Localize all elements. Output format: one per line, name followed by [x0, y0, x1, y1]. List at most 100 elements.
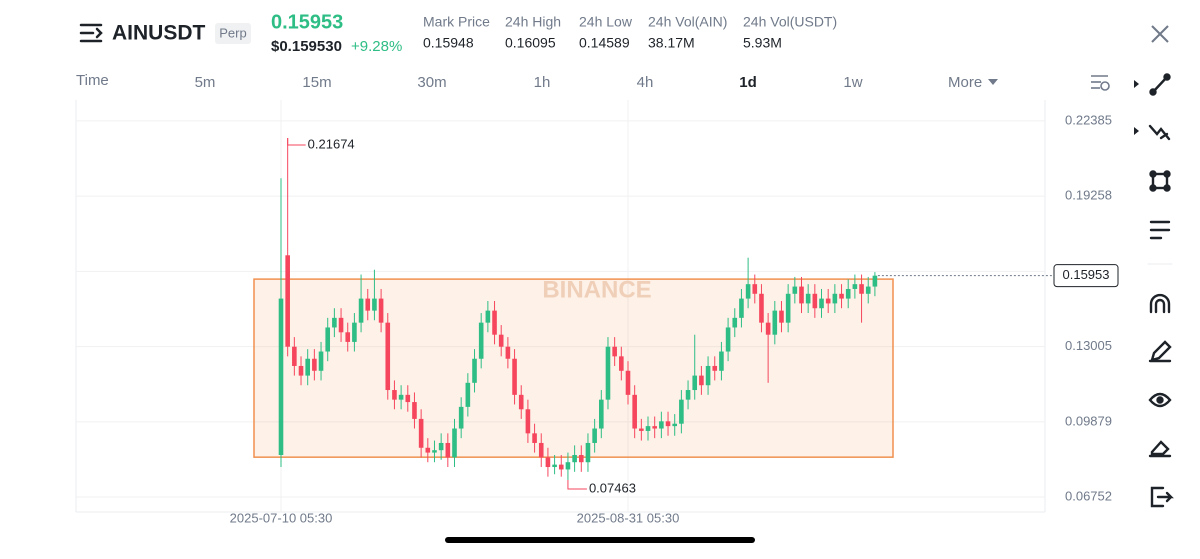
candle-body: [792, 286, 798, 294]
x-tick-label: 2025-07-10 05:30: [230, 510, 333, 525]
candle-body: [699, 375, 704, 386]
close-button[interactable]: [1151, 25, 1169, 43]
candle-body: [685, 390, 691, 400]
expand-arrow: [1134, 80, 1139, 88]
candle-body: [679, 399, 684, 424]
pen-tool[interactable]: [1148, 340, 1172, 363]
candle-body: [425, 447, 431, 453]
last-price-box: [1053, 264, 1119, 288]
candle-body: [752, 284, 758, 294]
line-tool[interactable]: [1149, 73, 1171, 96]
candle-body: [485, 310, 491, 323]
symbol[interactable]: AINUSDT: [112, 22, 206, 45]
candle-body: [825, 298, 831, 304]
fib-tool[interactable]: [1148, 124, 1171, 141]
candle-body: [345, 332, 351, 342]
candle-body: [605, 346, 611, 400]
candle-body: [538, 442, 544, 458]
candle-body: [672, 423, 678, 427]
visibility-tool[interactable]: [1148, 392, 1172, 408]
dropdown-arrow: [988, 79, 998, 85]
stat-label: 24h Vol(AIN): [648, 14, 727, 30]
settings-icon[interactable]: [1091, 75, 1110, 91]
interval-tab[interactable]: Time: [76, 72, 109, 89]
y-tick-label: 0.09879: [1065, 413, 1112, 428]
candle-body: [512, 358, 517, 395]
interval-tab[interactable]: 5m: [195, 74, 216, 91]
candle-body: [652, 426, 657, 429]
interval-tab[interactable]: 1h: [534, 74, 551, 91]
stat-label: 24h Vol(USDT): [743, 14, 837, 30]
candle-body: [298, 365, 304, 376]
eraser-tool[interactable]: [1148, 440, 1172, 458]
candle-body: [338, 317, 344, 333]
candle-body: [545, 457, 551, 468]
y-tick-label: 0.22385: [1065, 112, 1112, 127]
candle-body: [472, 358, 477, 383]
candle-body: [692, 375, 698, 391]
menu-icon[interactable]: [79, 23, 103, 43]
pattern-tool[interactable]: [1149, 220, 1171, 240]
stat-label: 24h Low: [579, 14, 633, 30]
y-tick-label: 0.06752: [1065, 488, 1112, 503]
candle-body: [632, 394, 637, 429]
candle-body: [859, 284, 864, 294]
candle-body: [805, 293, 811, 304]
interval-tab[interactable]: 15m: [302, 74, 331, 91]
badge: Perp: [219, 25, 246, 40]
interval-tab[interactable]: 30m: [417, 74, 446, 91]
candle-body: [292, 346, 297, 366]
home-indicator: [445, 537, 755, 543]
candle-body: [305, 358, 310, 376]
candle-body: [445, 442, 451, 458]
candle-body: [498, 334, 504, 347]
min-label: 0.07463: [589, 480, 636, 495]
candle-body: [372, 298, 377, 311]
candle-body: [285, 255, 290, 347]
candle-body: [659, 421, 664, 429]
interval-tab[interactable]: 4h: [637, 74, 654, 91]
last-price-label: 0.15953: [1063, 267, 1110, 282]
candle-body: [785, 293, 791, 323]
candle-body: [505, 346, 511, 359]
candle-body: [759, 293, 764, 323]
candle-body: [318, 351, 324, 371]
stat-value: 38.17M: [648, 35, 695, 51]
y-tick-label: 0.13005: [1065, 338, 1112, 353]
expand-arrow: [1134, 127, 1139, 135]
candle-body: [765, 322, 771, 335]
candle-body: [278, 298, 284, 455]
candle-body: [332, 317, 337, 328]
candle-body: [745, 284, 751, 299]
x-tick-label: 2025-08-31 05:30: [577, 510, 680, 525]
candle-body: [312, 358, 317, 371]
candle-body: [865, 286, 871, 294]
candle-body: [845, 288, 851, 299]
interval-tab[interactable]: More: [948, 74, 982, 91]
shape-tool[interactable]: [1149, 170, 1171, 192]
candle-body: [432, 450, 437, 453]
candle-body: [398, 394, 404, 400]
price-usd: $0.159530: [271, 38, 342, 55]
candle-body: [725, 327, 731, 352]
price: 0.15953: [271, 11, 343, 33]
exit-tool[interactable]: [1150, 486, 1174, 508]
magnet-tool[interactable]: [1149, 293, 1171, 314]
candle-body: [552, 464, 557, 468]
interval-tab[interactable]: 1d: [739, 74, 757, 91]
candle-body: [465, 382, 471, 407]
stat-value: 0.16095: [505, 35, 556, 51]
stat-value: 0.15948: [423, 35, 474, 51]
candle-body: [392, 390, 397, 400]
candle-body: [839, 293, 844, 299]
candle-body: [352, 322, 357, 342]
candle-body: [525, 409, 531, 434]
stat-value: 5.93M: [743, 35, 782, 51]
candle-body: [712, 365, 718, 371]
candle-body: [532, 433, 537, 443]
interval-tab[interactable]: 1w: [843, 74, 862, 91]
candle-body: [452, 428, 457, 458]
watermark: BINANCE: [542, 276, 651, 303]
candle-body: [585, 442, 591, 463]
